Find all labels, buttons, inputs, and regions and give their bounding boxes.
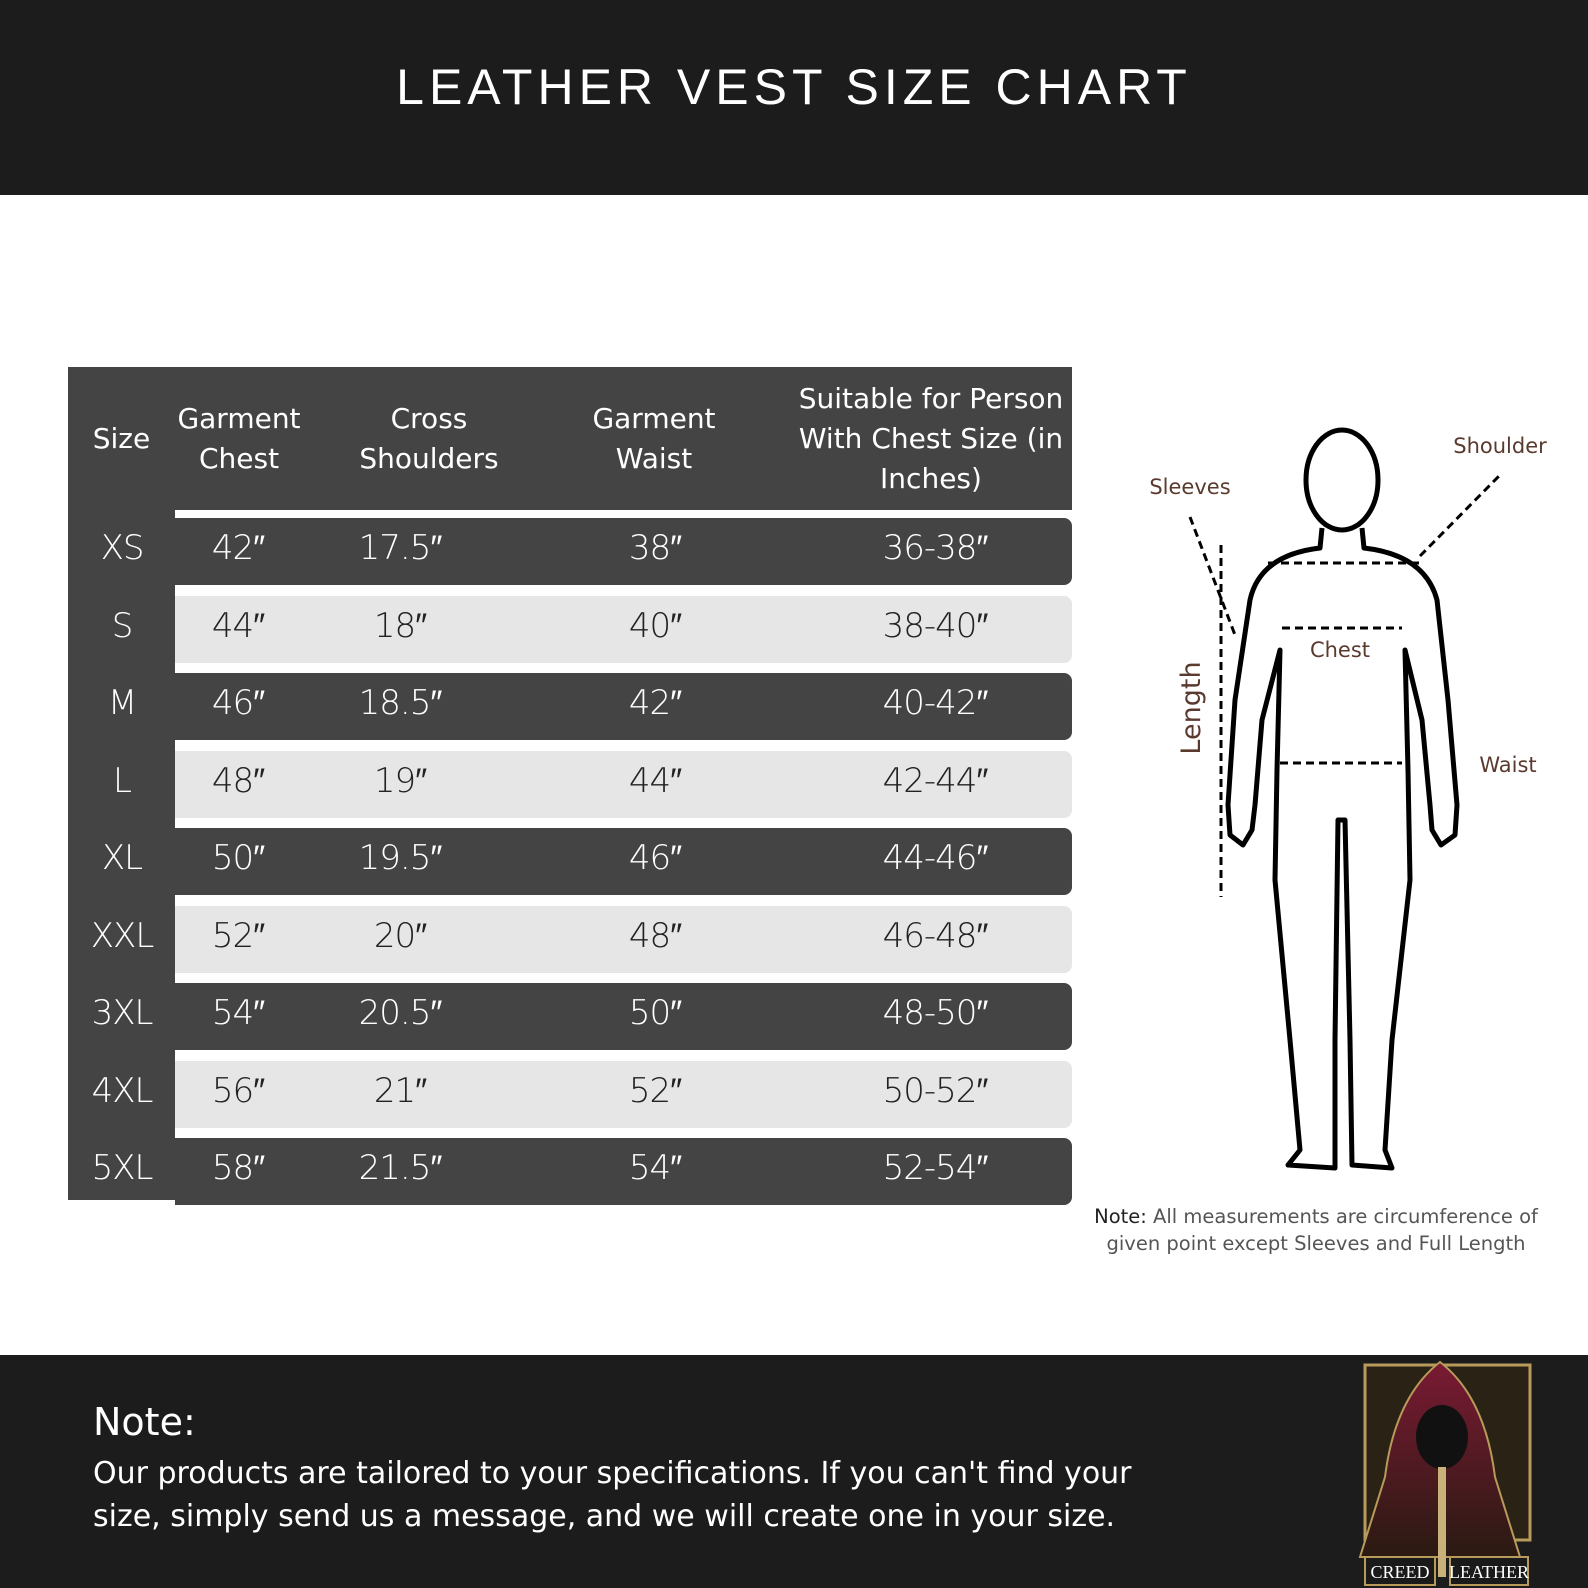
column-header: Size xyxy=(92,421,151,455)
cell-value: 18.5″ xyxy=(358,683,443,723)
logo-word: CREED xyxy=(1370,1562,1429,1582)
cell-value: 19.5″ xyxy=(358,838,443,878)
cell-value: 20.5″ xyxy=(358,993,443,1033)
cell-value: 36-38″ xyxy=(882,528,989,568)
label-waist: Waist xyxy=(1479,753,1536,777)
table-row xyxy=(175,518,1072,585)
table-header: Size Garment Chest Cross Shoulders Garment … xyxy=(68,367,1072,510)
cell-value: 46″ xyxy=(628,838,682,878)
cell-value: 21″ xyxy=(373,1070,427,1111)
cell-value: 21.5″ xyxy=(358,1148,443,1188)
size-label: M xyxy=(107,683,137,723)
size-label: 5XL xyxy=(91,1148,154,1188)
cell-value: 18″ xyxy=(373,605,427,646)
column-header: Cross Shoulders xyxy=(359,401,499,475)
table-row xyxy=(175,828,1072,895)
cell-value: 42″ xyxy=(628,683,682,723)
table-row xyxy=(175,750,1072,818)
body-figure: Sleeves Shoulder Chest Waist Length xyxy=(1149,427,1547,1171)
size-label: XXL xyxy=(90,915,155,956)
cell-value: 46-48″ xyxy=(882,915,989,956)
table-row xyxy=(175,905,1072,973)
size-label: XS xyxy=(100,528,145,568)
cell-value: 40-42″ xyxy=(882,683,989,723)
cell-value: 42″ xyxy=(211,528,265,568)
cell-value: 40″ xyxy=(628,605,682,646)
table-row xyxy=(175,1060,1072,1128)
cell-value: 17.5″ xyxy=(358,528,443,568)
cell-value: 50-52″ xyxy=(882,1070,989,1111)
header-bar xyxy=(0,0,1588,195)
cell-value: 48″ xyxy=(211,760,265,801)
cell-value: 19″ xyxy=(373,760,427,801)
label-sleeves: Sleeves xyxy=(1149,475,1230,499)
cell-value: 44″ xyxy=(211,605,265,646)
head xyxy=(1303,427,1381,533)
footer-note-title: Note: xyxy=(93,1400,196,1444)
note-text: All measurements are circumference of gi… xyxy=(1106,1205,1538,1255)
logo: CREED LEATHER xyxy=(1358,1360,1532,1586)
table-row xyxy=(175,595,1072,663)
cell-value: 44″ xyxy=(628,760,682,801)
cell-value: 50″ xyxy=(211,838,265,878)
title: LEATHER VEST SIZE CHART xyxy=(396,59,1192,115)
size-label: 4XL xyxy=(91,1070,154,1111)
cell-value: 52-54″ xyxy=(882,1148,989,1188)
size-column xyxy=(68,510,175,1200)
footer-bar xyxy=(0,1355,1588,1588)
column-header: Garment Waist xyxy=(592,401,716,475)
cell-value: 52″ xyxy=(211,915,265,956)
cell-value: 44-46″ xyxy=(882,838,989,878)
label-shoulder: Shoulder xyxy=(1453,434,1547,458)
label-chest: Chest xyxy=(1310,638,1370,662)
cell-value: 52″ xyxy=(628,1070,682,1111)
footer-note-text: Our products are tailored to your specif… xyxy=(93,1456,1132,1534)
label-length: Length xyxy=(1176,661,1207,754)
cell-value: 42-44″ xyxy=(882,760,989,801)
cell-value: 50″ xyxy=(628,993,682,1033)
figure-note: Note: All measurements are circumference… xyxy=(1066,1203,1566,1257)
size-label: 3XL xyxy=(91,993,154,1033)
cell-value: 58″ xyxy=(211,1148,265,1188)
table-row xyxy=(175,983,1072,1050)
cell-value: 46″ xyxy=(211,683,265,723)
cell-value: 38-40″ xyxy=(882,605,989,646)
column-header: Suitable for Person With Chest Size (in … xyxy=(798,381,1064,495)
size-label: S xyxy=(111,605,134,646)
size-label: XL xyxy=(101,838,143,878)
size-label: L xyxy=(113,760,132,801)
cell-value: 38″ xyxy=(628,528,682,568)
cell-value: 54″ xyxy=(211,993,265,1033)
table-row xyxy=(175,1138,1072,1205)
cell-value: 48″ xyxy=(628,915,682,956)
cell-value: 20″ xyxy=(373,915,427,956)
measure-lines xyxy=(1188,473,1502,897)
logo-word: LEATHER xyxy=(1449,1562,1529,1582)
body-outline xyxy=(1225,527,1460,1171)
table-row xyxy=(175,673,1072,740)
cell-value: 54″ xyxy=(628,1148,682,1188)
cell-value: 48-50″ xyxy=(882,993,989,1033)
column-header: Garment Chest xyxy=(177,401,301,475)
cell-value: 56″ xyxy=(211,1070,265,1111)
note-label: Note: xyxy=(1094,1205,1147,1228)
